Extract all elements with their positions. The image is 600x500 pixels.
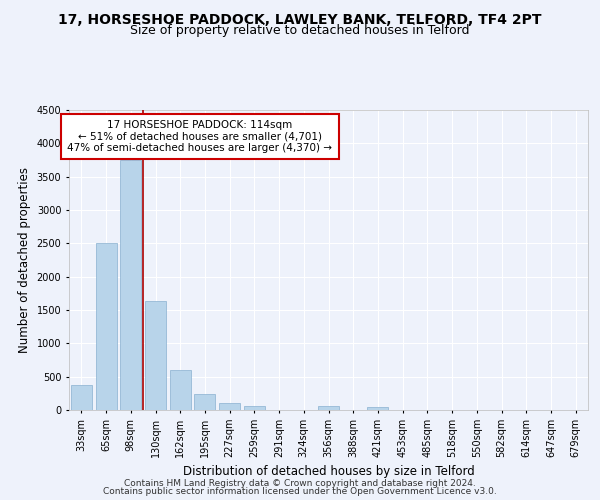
Bar: [194, 394, 215, 410]
Bar: [145, 300, 166, 410]
Bar: [170, 370, 191, 410]
Text: Contains public sector information licensed under the Open Government Licence v3: Contains public sector information licen…: [103, 487, 497, 496]
X-axis label: Distribution of detached houses by size in Telford: Distribution of detached houses by size …: [182, 466, 475, 478]
Bar: [120, 160, 141, 410]
Text: Size of property relative to detached houses in Telford: Size of property relative to detached ho…: [130, 24, 470, 37]
Bar: [318, 406, 339, 410]
Bar: [244, 406, 265, 410]
Bar: [95, 244, 116, 410]
Text: Contains HM Land Registry data © Crown copyright and database right 2024.: Contains HM Land Registry data © Crown c…: [124, 478, 476, 488]
Bar: [219, 404, 240, 410]
Text: 17, HORSESHOE PADDOCK, LAWLEY BANK, TELFORD, TF4 2PT: 17, HORSESHOE PADDOCK, LAWLEY BANK, TELF…: [58, 12, 542, 26]
Y-axis label: Number of detached properties: Number of detached properties: [18, 167, 31, 353]
Bar: [71, 384, 92, 410]
Text: 17 HORSESHOE PADDOCK: 114sqm
← 51% of detached houses are smaller (4,701)
47% of: 17 HORSESHOE PADDOCK: 114sqm ← 51% of de…: [67, 120, 332, 153]
Bar: [367, 407, 388, 410]
